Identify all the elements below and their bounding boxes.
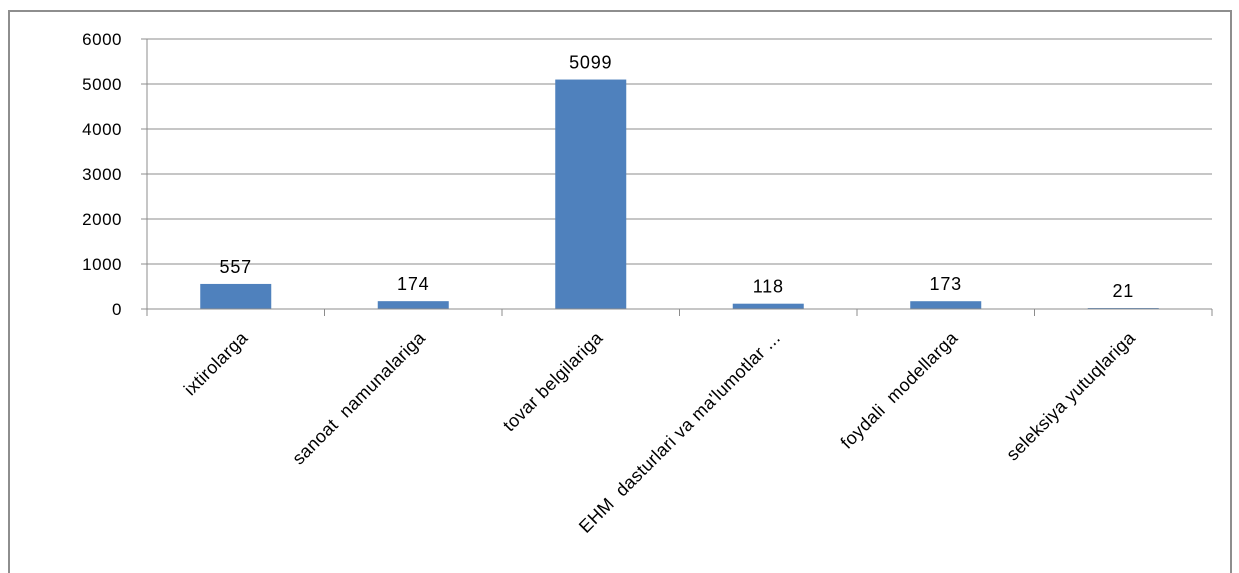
y-tick-label: 6000 — [82, 30, 122, 49]
bar-3 — [732, 303, 804, 309]
x-category-label: EHM dasturlari va ma'lumotlar ... — [575, 328, 784, 537]
x-category-label: seleksiya yutuqlariga — [1002, 327, 1139, 464]
x-category-label: ixtirolarga — [180, 327, 252, 399]
x-category-label: tovar belgilariga — [499, 327, 607, 435]
y-tick-label: 2000 — [82, 210, 122, 229]
data-label: 118 — [753, 277, 784, 297]
data-label: 557 — [220, 257, 252, 277]
data-label: 5099 — [569, 53, 612, 73]
x-category-label: foydali modellarga — [837, 327, 962, 452]
axes — [141, 38, 1213, 316]
bars — [200, 79, 1159, 309]
bar-0 — [200, 283, 272, 309]
data-label: 174 — [397, 274, 429, 294]
y-tick-label: 5000 — [82, 75, 122, 94]
y-tick-label: 0 — [112, 300, 122, 319]
x-category-label: sanoat namunalariga — [288, 327, 429, 468]
y-tick-label: 3000 — [82, 165, 122, 184]
y-tick-label: 4000 — [82, 120, 122, 139]
y-tick-label: 1000 — [82, 255, 122, 274]
bar-2 — [555, 79, 627, 309]
data-label: 21 — [1112, 281, 1134, 301]
gridlines — [147, 38, 1212, 265]
bar-4 — [910, 301, 982, 309]
data-label: 173 — [930, 274, 962, 294]
bar-1 — [377, 301, 449, 309]
